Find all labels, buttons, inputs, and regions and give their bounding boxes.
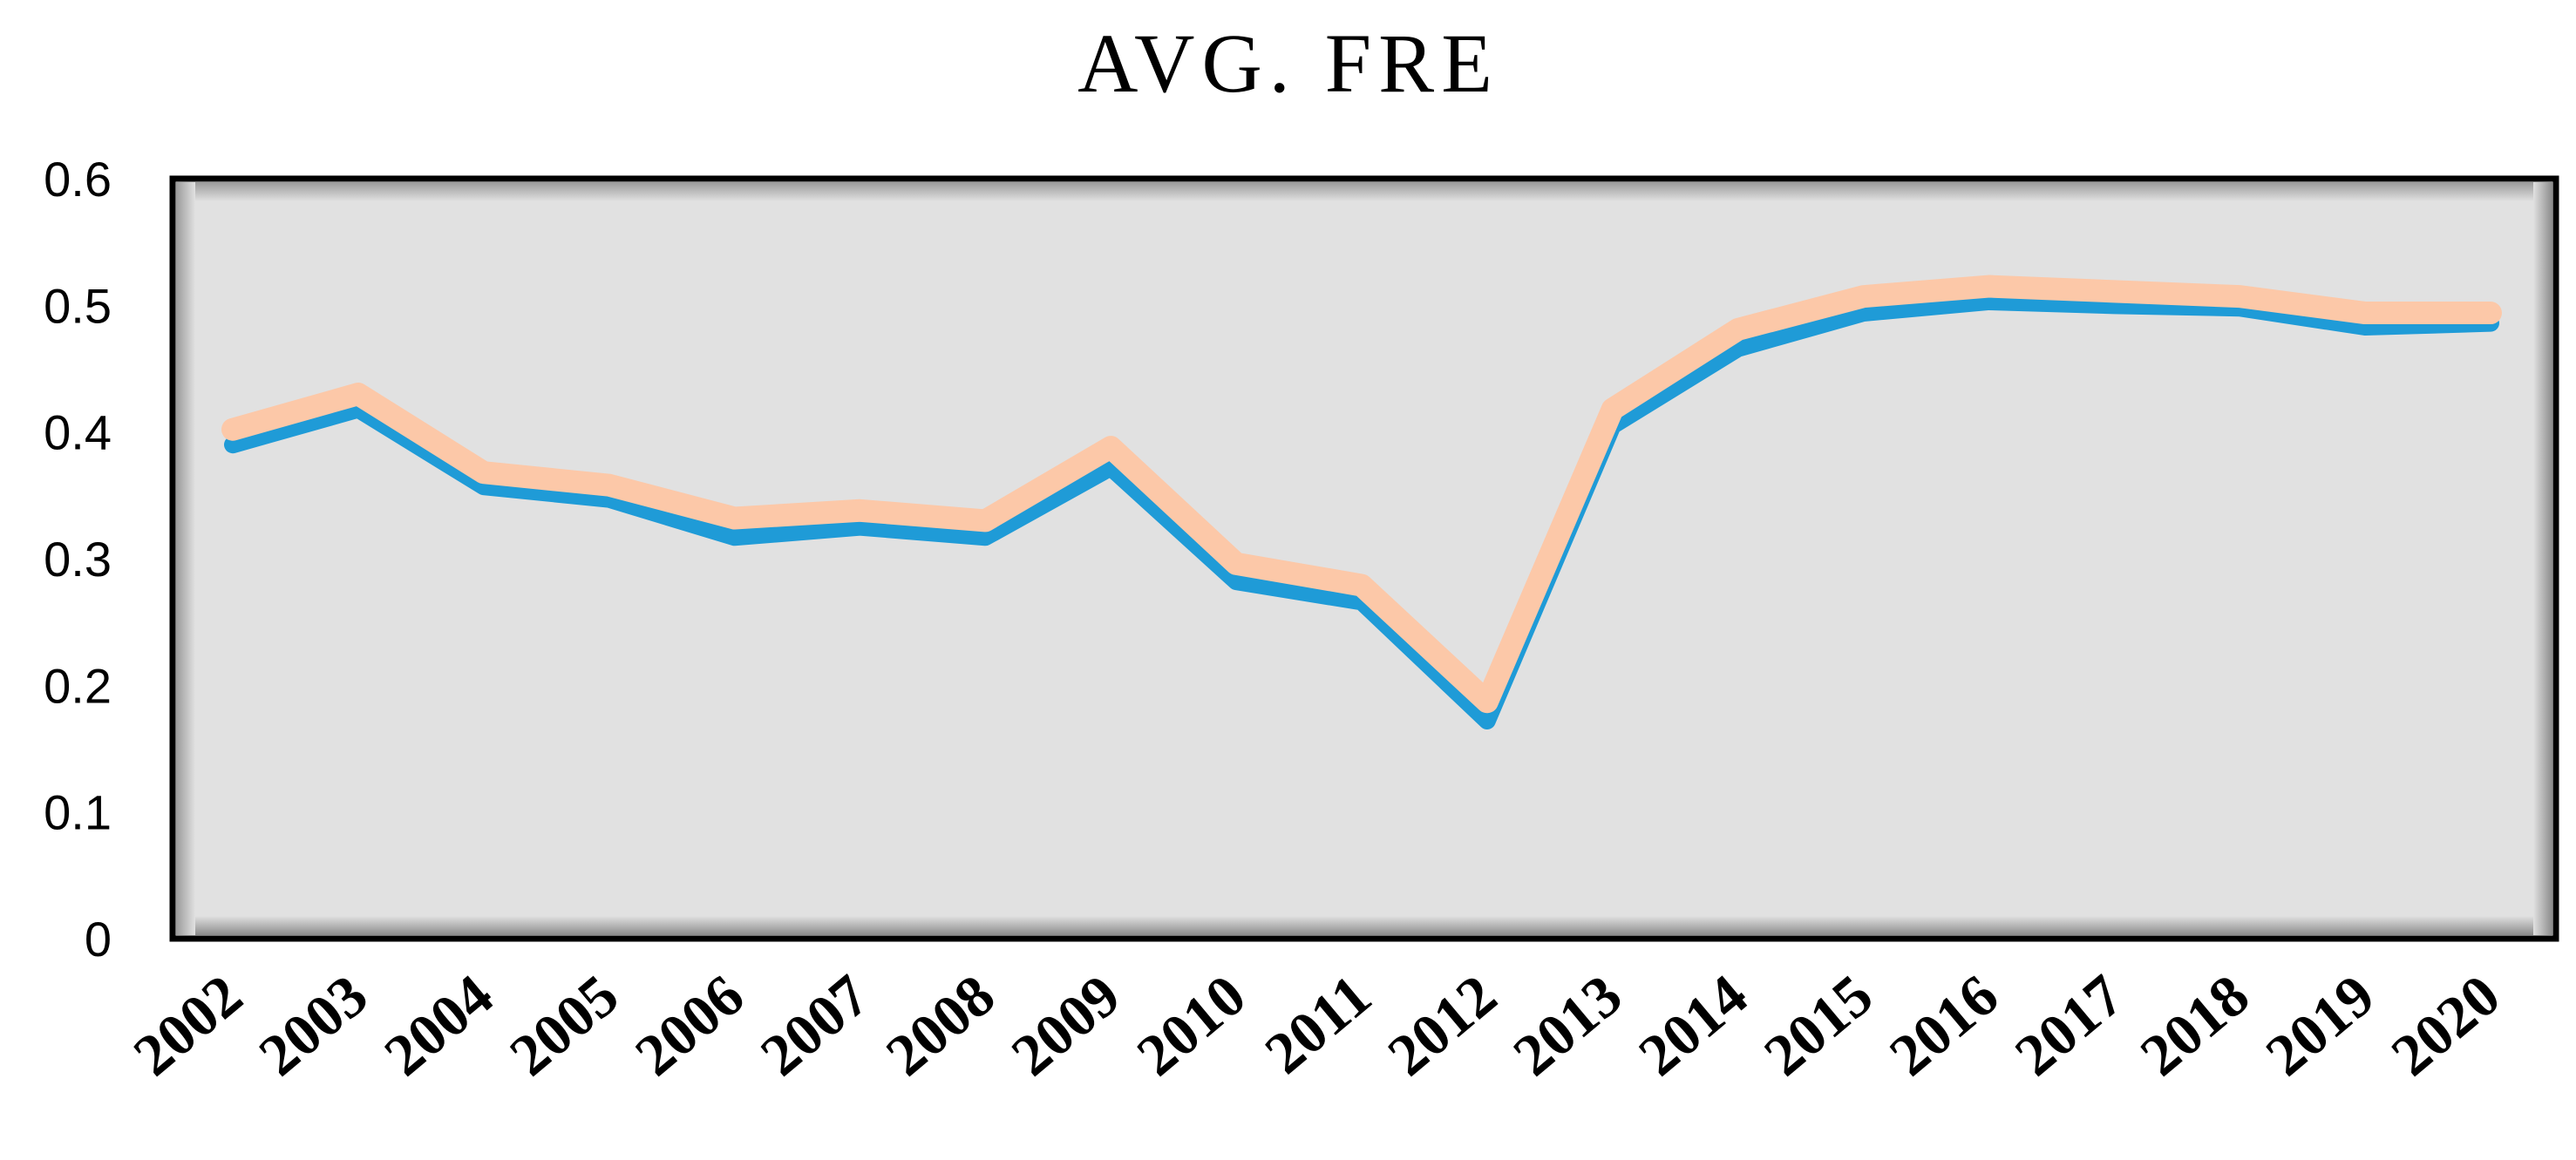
y-tick-label-0.5: 0.5 bbox=[44, 278, 112, 333]
vertical-gridlines bbox=[230, 201, 2493, 935]
x-tick-label-2009: 2009 bbox=[999, 961, 1132, 1089]
y-tick-label-0.2: 0.2 bbox=[44, 658, 112, 713]
x-tick-label-2014: 2014 bbox=[1626, 961, 1759, 1089]
y-tick-label-0.4: 0.4 bbox=[44, 405, 112, 460]
y-tick-label-0: 0 bbox=[85, 912, 112, 967]
x-axis-ticks: 2002200320042005200620072008200920102011… bbox=[121, 961, 2512, 1089]
series-line-2 bbox=[221, 275, 2502, 714]
x-tick-label-2016: 2016 bbox=[1877, 961, 2010, 1089]
y-tick-label-0.1: 0.1 bbox=[44, 785, 112, 840]
series-lines bbox=[221, 275, 2502, 730]
series-line-1 bbox=[224, 292, 2499, 730]
x-tick-label-2007: 2007 bbox=[748, 961, 881, 1089]
y-tick-label-0.6: 0.6 bbox=[44, 152, 112, 207]
x-tick-label-2013: 2013 bbox=[1500, 961, 1634, 1089]
x-tick-label-2019: 2019 bbox=[2253, 961, 2387, 1089]
x-tick-label-2003: 2003 bbox=[246, 961, 379, 1089]
x-tick-label-2004: 2004 bbox=[371, 961, 505, 1089]
plot-bevel-right bbox=[2533, 182, 2552, 935]
plot-bevel-left bbox=[176, 182, 195, 935]
x-tick-label-2015: 2015 bbox=[1751, 961, 1885, 1089]
x-tick-label-2018: 2018 bbox=[2128, 961, 2261, 1089]
x-tick-label-2010: 2010 bbox=[1125, 961, 1258, 1089]
plot-bevel-top bbox=[176, 182, 2552, 201]
x-tick-label-2020: 2020 bbox=[2379, 961, 2512, 1089]
x-tick-label-2005: 2005 bbox=[497, 961, 630, 1089]
x-tick-label-2002: 2002 bbox=[121, 961, 255, 1089]
chart-title: AVG. FRE bbox=[1077, 17, 1499, 110]
y-axis-ticks: 0 0.1 0.2 0.3 0.4 0.5 0.6 bbox=[44, 152, 112, 967]
x-tick-label-2017: 2017 bbox=[2002, 961, 2136, 1089]
y-tick-label-0.3: 0.3 bbox=[44, 532, 112, 587]
x-tick-label-2012: 2012 bbox=[1375, 961, 1508, 1089]
x-tick-label-2006: 2006 bbox=[622, 961, 756, 1089]
x-tick-label-2008: 2008 bbox=[873, 961, 1007, 1089]
x-tick-label-2011: 2011 bbox=[1252, 961, 1383, 1086]
